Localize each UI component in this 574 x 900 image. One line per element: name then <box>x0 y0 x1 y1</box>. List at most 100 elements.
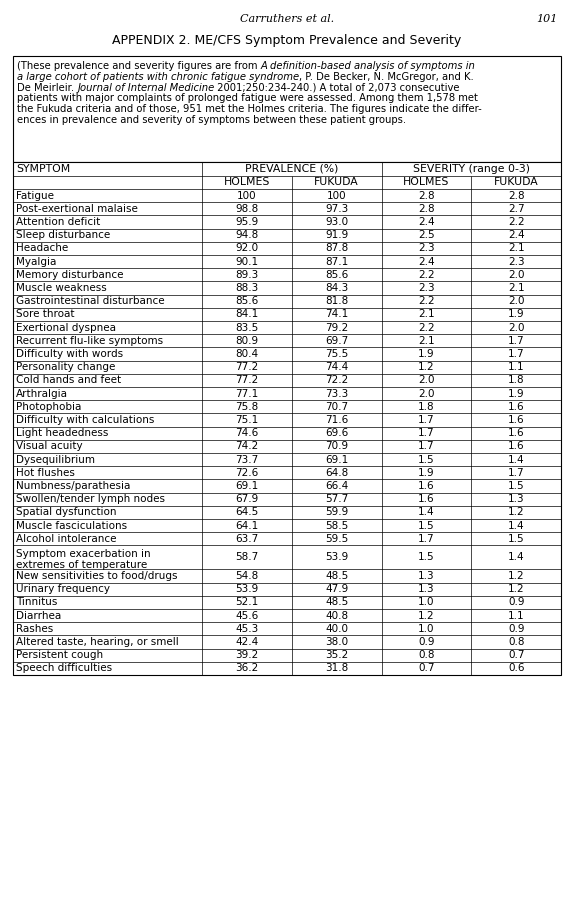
Text: 2.8: 2.8 <box>418 191 435 201</box>
Text: 74.2: 74.2 <box>235 441 258 452</box>
Text: 64.1: 64.1 <box>235 520 258 531</box>
Text: the Fukuda criteria and of those, 951 met the Holmes criteria. The figures indic: the Fukuda criteria and of those, 951 me… <box>17 104 482 114</box>
Text: 2.0: 2.0 <box>418 389 435 399</box>
Text: 2.0: 2.0 <box>418 375 435 385</box>
Text: 2.1: 2.1 <box>418 310 435 320</box>
Text: 1.5: 1.5 <box>418 454 435 464</box>
Text: 2.1: 2.1 <box>508 243 525 254</box>
Text: 2.2: 2.2 <box>508 217 525 227</box>
Text: 2.4: 2.4 <box>508 230 525 240</box>
Text: Post-exertional malaise: Post-exertional malaise <box>16 203 138 214</box>
Text: Cold hands and feet: Cold hands and feet <box>16 375 121 385</box>
Text: 67.9: 67.9 <box>235 494 258 504</box>
Text: 2.8: 2.8 <box>508 191 525 201</box>
Text: 64.5: 64.5 <box>235 508 258 518</box>
Text: 77.2: 77.2 <box>235 362 258 373</box>
Text: A definition-based analysis of symptoms in: A definition-based analysis of symptoms … <box>261 61 475 71</box>
Text: 1.6: 1.6 <box>508 441 525 452</box>
Text: Swollen/tender lymph nodes: Swollen/tender lymph nodes <box>16 494 165 504</box>
Text: 1.7: 1.7 <box>508 468 525 478</box>
Text: 0.7: 0.7 <box>508 650 525 661</box>
Text: 53.9: 53.9 <box>325 553 348 562</box>
Text: FUKUDA: FUKUDA <box>494 177 538 187</box>
Text: 80.4: 80.4 <box>235 349 258 359</box>
Text: Exertional dyspnea: Exertional dyspnea <box>16 322 116 333</box>
Text: 1.6: 1.6 <box>508 428 525 438</box>
Text: 1.7: 1.7 <box>418 441 435 452</box>
Text: 1.1: 1.1 <box>508 362 525 373</box>
Text: Gastrointestinal disturbance: Gastrointestinal disturbance <box>16 296 165 306</box>
Text: 0.9: 0.9 <box>508 624 525 634</box>
Text: 75.1: 75.1 <box>235 415 258 425</box>
Text: 1.3: 1.3 <box>418 584 435 594</box>
Text: 89.3: 89.3 <box>235 270 258 280</box>
Text: Rashes: Rashes <box>16 624 53 634</box>
Text: 35.2: 35.2 <box>325 650 348 661</box>
Text: 83.5: 83.5 <box>235 322 258 333</box>
Text: 2.2: 2.2 <box>418 296 435 306</box>
Text: 77.1: 77.1 <box>235 389 258 399</box>
Text: 1.4: 1.4 <box>418 508 435 518</box>
Text: 77.2: 77.2 <box>235 375 258 385</box>
Text: 69.1: 69.1 <box>325 454 348 464</box>
Text: 58.5: 58.5 <box>325 520 348 531</box>
Text: 63.7: 63.7 <box>235 534 258 544</box>
Text: 101: 101 <box>537 14 558 24</box>
Text: 2001;250:234-240.) A total of 2,073 consecutive: 2001;250:234-240.) A total of 2,073 cons… <box>215 83 460 93</box>
Text: 1.6: 1.6 <box>508 415 525 425</box>
Text: Urinary frequency: Urinary frequency <box>16 584 110 594</box>
Text: 1.9: 1.9 <box>418 468 435 478</box>
Text: 94.8: 94.8 <box>235 230 258 240</box>
Text: 1.3: 1.3 <box>418 571 435 581</box>
Text: 45.6: 45.6 <box>235 610 258 621</box>
Text: patients with major complaints of prolonged fatigue were assessed. Among them 1,: patients with major complaints of prolon… <box>17 94 478 104</box>
Text: ences in prevalence and severity of symptoms between these patient groups.: ences in prevalence and severity of symp… <box>17 115 406 125</box>
Text: FUKUDA: FUKUDA <box>315 177 359 187</box>
Text: 42.4: 42.4 <box>235 637 258 647</box>
Text: 1.5: 1.5 <box>418 553 435 562</box>
Text: 2.4: 2.4 <box>418 256 435 266</box>
Text: 84.1: 84.1 <box>235 310 258 320</box>
Text: 1.9: 1.9 <box>418 349 435 359</box>
Text: APPENDIX 2. ME/CFS Symptom Prevalence and Severity: APPENDIX 2. ME/CFS Symptom Prevalence an… <box>113 34 461 47</box>
Text: 1.6: 1.6 <box>508 401 525 412</box>
Text: 66.4: 66.4 <box>325 481 348 491</box>
Text: 70.7: 70.7 <box>325 401 348 412</box>
Text: 80.9: 80.9 <box>235 336 258 346</box>
Bar <box>13 56 561 162</box>
Text: Diarrhea: Diarrhea <box>16 610 61 621</box>
Text: 93.0: 93.0 <box>325 217 348 227</box>
Text: 87.1: 87.1 <box>325 256 348 266</box>
Text: Persistent cough: Persistent cough <box>16 650 103 661</box>
Text: 54.8: 54.8 <box>235 571 258 581</box>
Text: 2.7: 2.7 <box>508 203 525 214</box>
Text: 2.3: 2.3 <box>418 283 435 293</box>
Text: 100: 100 <box>237 191 257 201</box>
Text: 74.6: 74.6 <box>235 428 258 438</box>
Text: Tinnitus: Tinnitus <box>16 598 57 608</box>
Text: 97.3: 97.3 <box>325 203 348 214</box>
Text: 48.5: 48.5 <box>325 598 348 608</box>
Text: 69.1: 69.1 <box>235 481 258 491</box>
Text: 57.7: 57.7 <box>325 494 348 504</box>
Text: 31.8: 31.8 <box>325 663 348 673</box>
Text: 2.5: 2.5 <box>418 230 435 240</box>
Text: 72.2: 72.2 <box>325 375 348 385</box>
Text: Visual acuity: Visual acuity <box>16 441 83 452</box>
Text: Photophobia: Photophobia <box>16 401 82 412</box>
Text: SEVERITY (range 0-3): SEVERITY (range 0-3) <box>413 164 530 174</box>
Text: Carruthers et al.: Carruthers et al. <box>240 14 334 24</box>
Text: Personality change: Personality change <box>16 362 115 373</box>
Text: SYMPTOM: SYMPTOM <box>16 164 70 174</box>
Text: 53.9: 53.9 <box>235 584 258 594</box>
Text: 40.0: 40.0 <box>325 624 348 634</box>
Bar <box>13 162 561 675</box>
Text: Altered taste, hearing, or smell: Altered taste, hearing, or smell <box>16 637 179 647</box>
Text: 1.2: 1.2 <box>508 571 525 581</box>
Text: 48.5: 48.5 <box>325 571 348 581</box>
Text: 73.3: 73.3 <box>325 389 348 399</box>
Text: Myalgia: Myalgia <box>16 256 56 266</box>
Text: 81.8: 81.8 <box>325 296 348 306</box>
Text: 85.6: 85.6 <box>235 296 258 306</box>
Text: 1.7: 1.7 <box>418 415 435 425</box>
